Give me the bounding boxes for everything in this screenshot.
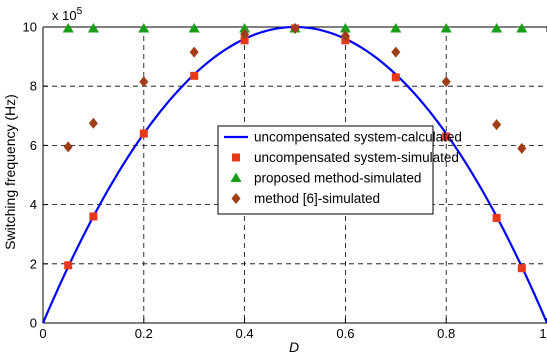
y-multiplier-base: x 10 <box>52 8 77 23</box>
data-point-triangle <box>138 22 150 33</box>
y-tick-label: 10 <box>23 20 37 35</box>
data-point-diamond <box>517 142 527 154</box>
legend-swatch-triangle <box>230 172 242 182</box>
y-multiplier-exponent: 5 <box>77 6 83 17</box>
y-tick-label: 8 <box>30 79 37 94</box>
legend-entry-label: proposed method-simulated <box>254 171 421 186</box>
data-point-square <box>240 36 249 45</box>
data-point-triangle <box>516 22 528 33</box>
y-tick-label: 0 <box>30 316 37 331</box>
y-tick-label: 4 <box>30 197 37 212</box>
data-point-diamond <box>240 28 250 40</box>
data-point-diamond <box>63 141 73 153</box>
data-point-square <box>139 129 148 138</box>
x-tick-label: 0.4 <box>236 326 254 341</box>
x-axis-label: D <box>289 339 299 353</box>
legend-box <box>217 125 434 215</box>
data-point-diamond <box>340 30 350 42</box>
legend-entry-label: method [6]-simulated <box>254 191 380 206</box>
x-tick-label: 0 <box>39 326 46 341</box>
data-point-triangle <box>62 22 74 33</box>
data-point-triangle <box>491 22 503 33</box>
data-point-triangle <box>339 22 351 33</box>
data-point-square <box>64 261 73 270</box>
y-tick-label: 2 <box>30 256 37 271</box>
data-point-square <box>89 212 98 221</box>
data-point-diamond <box>189 46 199 58</box>
legend-entry-label: uncompensated system-simulated <box>254 150 459 165</box>
x-tick-label: 0.2 <box>135 326 153 341</box>
data-point-diamond <box>441 76 451 88</box>
x-tick-label: 0.8 <box>437 326 455 341</box>
data-point-square <box>492 213 501 222</box>
data-point-diamond <box>290 22 300 34</box>
legend-swatch-square <box>232 153 240 162</box>
data-point-diamond <box>391 46 401 58</box>
y-multiplier-label: x 105 <box>52 6 83 23</box>
data-point-triangle <box>239 22 251 33</box>
legend-entry-label: uncompensated system-calculated <box>254 130 462 145</box>
data-point-diamond <box>492 119 502 131</box>
data-point-triangle <box>390 22 402 33</box>
data-point-square <box>442 132 451 141</box>
data-point-diamond <box>139 76 149 88</box>
legend-swatch-diamond <box>231 193 241 204</box>
data-point-triangle <box>440 22 452 33</box>
data-point-square <box>517 264 526 273</box>
data-point-triangle <box>87 22 99 33</box>
data-point-square <box>190 71 199 80</box>
data-point-diamond <box>88 117 98 129</box>
x-tick-label: 0.6 <box>336 326 354 341</box>
y-axis-label: Switching frequency (Hz) <box>2 94 18 250</box>
data-point-square <box>391 73 400 82</box>
legend: uncompensated system-calculated uncompens… <box>217 125 462 215</box>
data-point-triangle <box>188 22 200 33</box>
x-tick-label: 1 <box>539 326 546 341</box>
y-tick-label: 6 <box>30 138 37 153</box>
